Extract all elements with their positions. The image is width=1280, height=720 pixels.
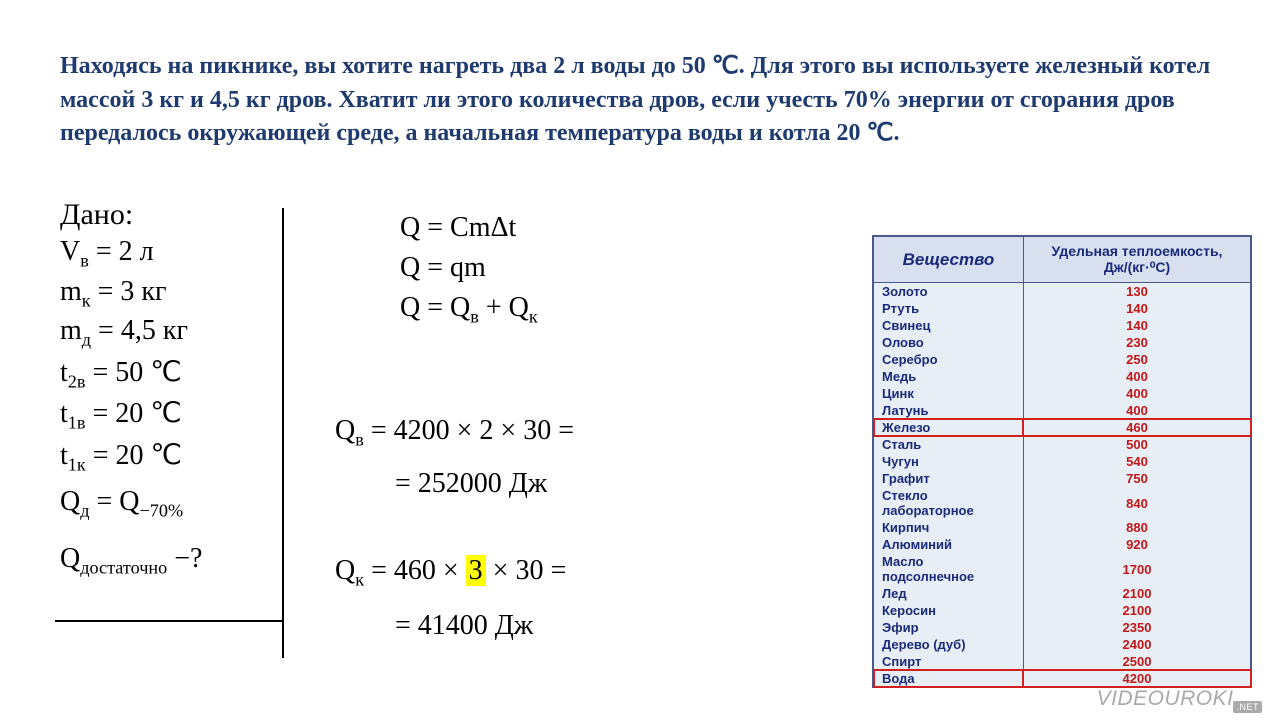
- table-row: Дерево (дуб)2400: [874, 636, 1251, 653]
- table-row: Латунь400: [874, 402, 1251, 419]
- given-block: Дано: Vв = 2 л mк = 3 кг mд = 4,5 кг t2в…: [60, 198, 202, 579]
- table-row: Спирт2500: [874, 653, 1251, 670]
- table-row: Алюминий920: [874, 536, 1251, 553]
- table-row: Железо460: [874, 419, 1251, 436]
- substance-value: 130: [1023, 283, 1250, 301]
- substance-value: 140: [1023, 300, 1250, 317]
- given-line: Vв = 2 л: [60, 236, 202, 272]
- table-row: Цинк400: [874, 385, 1251, 402]
- table-row: Стекло лабораторное840: [874, 487, 1251, 519]
- substance-name: Эфир: [874, 619, 1024, 636]
- problem-statement: Находясь на пикнике, вы хотите нагреть д…: [60, 50, 1240, 151]
- substance-value: 400: [1023, 368, 1250, 385]
- table-header: Вещество: [874, 237, 1024, 283]
- substance-value: 1700: [1023, 553, 1250, 585]
- substance-name: Вода: [874, 670, 1024, 687]
- substance-value: 230: [1023, 334, 1250, 351]
- table-row: Лед2100: [874, 585, 1251, 602]
- highlighted-value: 3: [466, 555, 486, 586]
- calc-qk: Qк = 460 × 3 × 30 =: [335, 555, 566, 591]
- table-row: Серебро250: [874, 351, 1251, 368]
- substance-name: Чугун: [874, 453, 1024, 470]
- table-row: Золото130: [874, 283, 1251, 301]
- substance-name: Сталь: [874, 436, 1024, 453]
- substance-name: Золото: [874, 283, 1024, 301]
- calc-qv: Qв = 4200 × 2 × 30 =: [335, 415, 574, 451]
- table-row: Керосин2100: [874, 602, 1251, 619]
- substance-value: 250: [1023, 351, 1250, 368]
- substance-value: 920: [1023, 536, 1250, 553]
- given-line: mд = 4,5 кг: [60, 315, 202, 351]
- substance-name: Олово: [874, 334, 1024, 351]
- table-row: Олово230: [874, 334, 1251, 351]
- horizontal-divider: [55, 620, 283, 622]
- substance-name: Дерево (дуб): [874, 636, 1024, 653]
- watermark: VIDEOUROKI.NET: [1097, 687, 1262, 712]
- substance-name: Масло подсолнечное: [874, 553, 1024, 585]
- table-row: Медь400: [874, 368, 1251, 385]
- substance-name: Ртуть: [874, 300, 1024, 317]
- substance-value: 2100: [1023, 585, 1250, 602]
- given-question: Qдостаточно −?: [60, 543, 202, 579]
- formulas-block: Q = CmΔt Q = qm Q = Qв + Qк: [400, 212, 538, 336]
- calc-qv-result: = 252000 Дж: [395, 468, 547, 500]
- substance-name: Серебро: [874, 351, 1024, 368]
- table-row: Графит750: [874, 470, 1251, 487]
- substance-value: 400: [1023, 402, 1250, 419]
- formula: Q = qm: [400, 252, 538, 284]
- given-line: Qд = Q−70%: [60, 486, 202, 522]
- formula: Q = CmΔt: [400, 212, 538, 244]
- substance-value: 4200: [1023, 670, 1250, 687]
- substance-value: 840: [1023, 487, 1250, 519]
- substance-name: Цинк: [874, 385, 1024, 402]
- substance-value: 880: [1023, 519, 1250, 536]
- substance-value: 500: [1023, 436, 1250, 453]
- substance-value: 2500: [1023, 653, 1250, 670]
- table-header: Удельная теплоемкость, Дж/(кг·⁰С): [1023, 237, 1250, 283]
- table-row: Кирпич880: [874, 519, 1251, 536]
- heat-capacity-table: Вещество Удельная теплоемкость, Дж/(кг·⁰…: [872, 235, 1252, 688]
- table-row: Сталь500: [874, 436, 1251, 453]
- substance-name: Свинец: [874, 317, 1024, 334]
- substance-name: Лед: [874, 585, 1024, 602]
- substance-name: Графит: [874, 470, 1024, 487]
- substance-value: 750: [1023, 470, 1250, 487]
- substance-value: 140: [1023, 317, 1250, 334]
- calc-qk-result: = 41400 Дж: [395, 610, 533, 642]
- substance-name: Стекло лабораторное: [874, 487, 1024, 519]
- given-line: t1к = 20 ℃: [60, 438, 202, 476]
- given-line: t2в = 50 ℃: [60, 355, 202, 393]
- substance-name: Железо: [874, 419, 1024, 436]
- substance-value: 460: [1023, 419, 1250, 436]
- given-title: Дано:: [60, 198, 202, 232]
- substance-name: Алюминий: [874, 536, 1024, 553]
- table-row: Эфир2350: [874, 619, 1251, 636]
- substance-value: 540: [1023, 453, 1250, 470]
- substance-name: Медь: [874, 368, 1024, 385]
- table-row: Свинец140: [874, 317, 1251, 334]
- substance-name: Спирт: [874, 653, 1024, 670]
- formula: Q = Qв + Qк: [400, 292, 538, 328]
- table-row: Чугун540: [874, 453, 1251, 470]
- substance-name: Керосин: [874, 602, 1024, 619]
- given-line: t1в = 20 ℃: [60, 396, 202, 434]
- vertical-divider: [282, 208, 284, 658]
- given-line: mк = 3 кг: [60, 276, 202, 312]
- table-row: Вода4200: [874, 670, 1251, 687]
- table-row: Ртуть140: [874, 300, 1251, 317]
- table-row: Масло подсолнечное1700: [874, 553, 1251, 585]
- substance-value: 2400: [1023, 636, 1250, 653]
- substance-value: 2100: [1023, 602, 1250, 619]
- substance-name: Кирпич: [874, 519, 1024, 536]
- substance-value: 2350: [1023, 619, 1250, 636]
- substance-name: Латунь: [874, 402, 1024, 419]
- substance-value: 400: [1023, 385, 1250, 402]
